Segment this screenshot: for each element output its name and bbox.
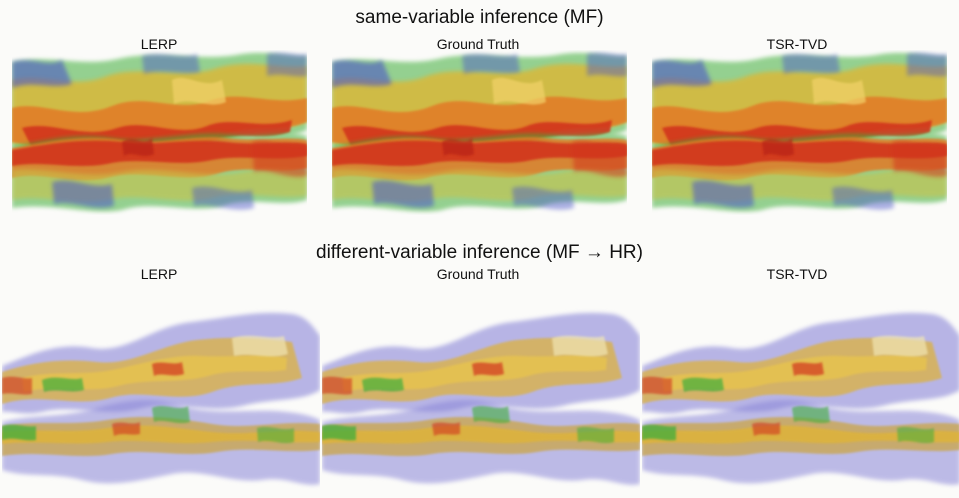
top-render-ground-truth xyxy=(332,50,627,215)
bottom-label-tsr-tvd: TSR-TVD xyxy=(766,266,828,282)
bottom-label-lerp: LERP xyxy=(140,266,178,282)
top-render-tsr-tvd xyxy=(652,50,947,215)
top-label-ground-truth: Ground Truth xyxy=(436,36,520,52)
top-label-tsr-tvd: TSR-TVD xyxy=(766,36,828,52)
bottom-label-ground-truth: Ground Truth xyxy=(436,266,520,282)
top-render-lerp xyxy=(12,50,307,215)
bottom-render-lerp xyxy=(2,308,320,490)
bottom-render-ground-truth xyxy=(322,308,640,490)
top-section-title: same-variable inference (MF) xyxy=(355,7,604,28)
bottom-section-title: different-variable inference (MF → HR) xyxy=(316,242,643,263)
bottom-render-tsr-tvd xyxy=(642,308,959,490)
top-label-lerp: LERP xyxy=(140,36,178,52)
